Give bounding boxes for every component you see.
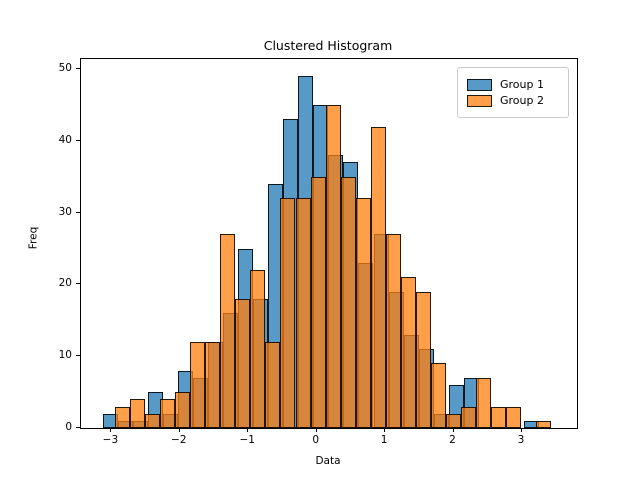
histogram-bar bbox=[250, 270, 266, 428]
histogram-bar bbox=[491, 406, 507, 428]
histogram-bar bbox=[431, 363, 447, 428]
y-tick-label: 50 bbox=[58, 62, 72, 75]
histogram-bar bbox=[175, 392, 191, 428]
legend: Group 1 Group 2 bbox=[457, 67, 569, 118]
plot-area bbox=[80, 58, 578, 429]
histogram-bar bbox=[160, 399, 176, 428]
x-axis-label: Data bbox=[315, 455, 341, 467]
histogram-bar bbox=[295, 198, 311, 428]
histogram-bar bbox=[205, 341, 221, 428]
y-tick-mark bbox=[76, 283, 80, 285]
y-axis-label: Freq bbox=[27, 226, 40, 250]
legend-label: Group 1 bbox=[500, 78, 544, 91]
group1-swatch-icon bbox=[467, 78, 492, 91]
histogram-bar bbox=[220, 234, 236, 428]
x-tick-label: 1 bbox=[380, 434, 388, 446]
histogram-bar bbox=[340, 176, 356, 428]
histogram-bar bbox=[415, 291, 431, 428]
histogram-bar bbox=[400, 277, 416, 428]
y-tick-label: 40 bbox=[58, 133, 72, 146]
histogram-bar bbox=[190, 341, 206, 428]
histogram-bar bbox=[536, 420, 552, 428]
y-tick-mark bbox=[76, 355, 80, 357]
histogram-bar bbox=[265, 341, 281, 428]
y-tick-mark bbox=[76, 427, 80, 428]
y-tick-label: 30 bbox=[58, 205, 72, 218]
chart-title: Clustered Histogram bbox=[263, 38, 393, 53]
y-tick-label: 20 bbox=[58, 277, 72, 290]
histogram-bar bbox=[144, 413, 160, 428]
y-tick-mark bbox=[76, 68, 80, 70]
x-tick-label: 2 bbox=[449, 434, 456, 446]
x-tick-label: 0 bbox=[312, 434, 320, 446]
y-tick-mark bbox=[76, 139, 80, 141]
histogram-bar bbox=[461, 406, 477, 428]
histogram-bar bbox=[235, 298, 251, 428]
group2-swatch-icon bbox=[467, 94, 492, 107]
histogram-bar bbox=[114, 406, 130, 428]
histogram-bar bbox=[355, 198, 371, 428]
legend-label: Group 2 bbox=[500, 94, 544, 107]
legend-item-group2: Group 2 bbox=[467, 94, 559, 107]
histogram-bar bbox=[310, 176, 326, 428]
y-tick-label: 0 bbox=[65, 421, 72, 433]
histogram-bar bbox=[446, 413, 462, 428]
x-tick-mark bbox=[110, 428, 112, 432]
histogram-bar bbox=[385, 234, 401, 428]
histogram-bar bbox=[280, 198, 296, 428]
histogram-bar bbox=[506, 406, 522, 428]
histogram-bar bbox=[325, 104, 341, 428]
x-tick-mark bbox=[452, 428, 454, 432]
x-tick-label: 3 bbox=[517, 434, 525, 446]
x-tick-mark bbox=[178, 428, 180, 432]
x-tick-mark bbox=[521, 428, 522, 432]
x-tick-label: −3 bbox=[102, 434, 119, 446]
histogram-bar bbox=[476, 377, 492, 428]
legend-item-group1: Group 1 bbox=[467, 78, 559, 91]
x-tick-mark bbox=[247, 428, 249, 432]
x-tick-label: −1 bbox=[239, 434, 255, 446]
x-tick-mark bbox=[315, 428, 317, 432]
histogram-bar bbox=[129, 399, 145, 428]
x-tick-mark bbox=[384, 428, 386, 432]
histogram-bar bbox=[370, 126, 386, 428]
x-tick-label: −2 bbox=[171, 434, 187, 446]
y-tick-mark bbox=[76, 211, 80, 213]
y-tick-label: 10 bbox=[58, 349, 72, 362]
